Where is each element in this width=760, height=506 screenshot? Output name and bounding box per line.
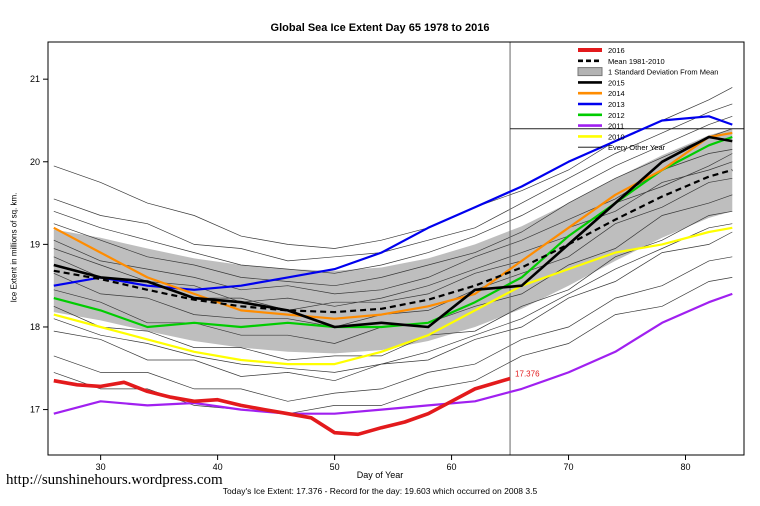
year-line-2011: [53, 292, 733, 415]
other-year-line: [53, 177, 733, 328]
legend-item-label: 2016: [608, 46, 625, 55]
y-tick-label: 21: [30, 74, 40, 84]
legend-item-label: 2014: [608, 89, 625, 98]
year-line-2016: [53, 376, 511, 437]
other-year-line: [53, 149, 733, 295]
y-tick-label: 19: [30, 239, 40, 249]
legend-swatch-band: [577, 67, 603, 77]
current-value-annotation: 17.376: [515, 370, 540, 379]
blog-url-link[interactable]: http://sunshinehours.wordpress.com: [6, 472, 223, 488]
y-tick-label: 18: [30, 322, 40, 332]
x-axis-label: Day of Year: [356, 470, 404, 480]
mean-line: [53, 168, 733, 314]
legend-item-label: Every Other Year: [608, 143, 666, 152]
legend-item-label: 2012: [608, 111, 625, 120]
other-year-line: [53, 115, 733, 274]
y-axis-label: Ice Extent in millions of sq. km.: [9, 192, 19, 303]
year-line-2010: [53, 226, 733, 366]
x-tick-label: 60: [447, 462, 457, 472]
year-line-2015: [53, 135, 733, 329]
x-tick-label: 30: [96, 462, 106, 472]
y-tick-label: 20: [30, 157, 40, 167]
other-year-line: [53, 153, 733, 307]
legend-item-label: 2010: [608, 132, 625, 141]
legend-item-label: 2013: [608, 100, 625, 109]
footer-note: Today's Ice Extent: 17.376 - Record for …: [222, 486, 538, 496]
x-tick-label: 80: [681, 462, 691, 472]
std-deviation-band: [53, 128, 733, 354]
year-line-2013: [53, 115, 733, 291]
x-tick-label: 50: [330, 462, 340, 472]
other-year-line: [53, 256, 733, 402]
other-year-line: [53, 103, 733, 262]
other-year-line: [53, 223, 733, 373]
x-tick-label: 40: [213, 462, 223, 472]
legend-item-label: 1 Standard Deviation From Mean: [608, 68, 718, 77]
y-tick-label: 17: [30, 405, 40, 415]
legend-item-label: Mean 1981-2010: [608, 57, 665, 66]
x-tick-label: 70: [564, 462, 574, 472]
other-year-line: [53, 231, 733, 382]
other-year-line: [53, 128, 733, 287]
legend-item-label: 2011: [608, 122, 624, 131]
plot-border: [47, 41, 745, 456]
legend-item-label: 2015: [608, 78, 625, 87]
chart-title: Global Sea Ice Extent Day 65 1978 to 201…: [270, 22, 490, 34]
